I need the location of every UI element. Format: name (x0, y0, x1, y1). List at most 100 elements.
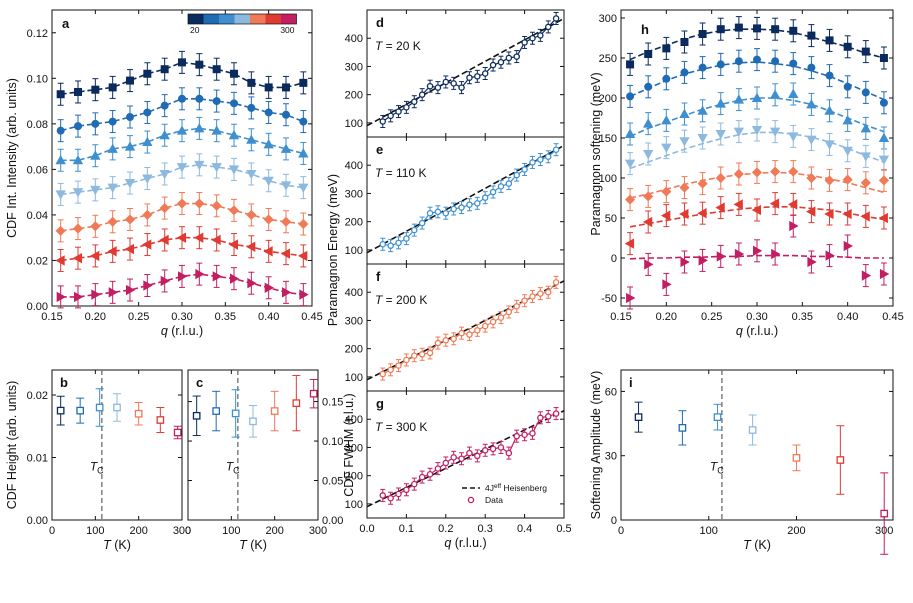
x-tick-label: 300 (309, 525, 327, 537)
data-point (661, 143, 672, 153)
data-point (124, 141, 136, 151)
data-point (771, 25, 780, 34)
tc-subscript: C (717, 466, 724, 476)
data-point (403, 356, 410, 364)
data-point (263, 176, 274, 187)
fit-line (60, 273, 304, 298)
data-point (697, 178, 708, 189)
data-point (716, 25, 725, 34)
y-tick-label: 100 (345, 118, 363, 130)
data-point (679, 182, 690, 193)
axes-frame (366, 390, 565, 519)
fit-line (60, 164, 304, 196)
data-point (753, 245, 763, 256)
data-point (715, 172, 726, 184)
colorbar-segment (250, 14, 266, 24)
panel-letter: h (641, 22, 649, 37)
data-point (55, 190, 66, 200)
data-point (264, 83, 273, 92)
panel-b: 0 100 200 300 0.00 0.01 0.02 T (K) CDF Height (a… (5, 369, 191, 552)
data-point (458, 329, 465, 337)
y-tick-label: 0 (611, 253, 617, 265)
data-point (107, 143, 118, 153)
data-point (55, 255, 65, 266)
data-point (715, 202, 725, 213)
data-point (442, 78, 450, 86)
y-tick-label: 300 (599, 13, 617, 25)
data-point (212, 407, 221, 415)
y-tick-label: 400 (345, 160, 363, 172)
data-point (662, 74, 671, 83)
panel-g: 0.0 0.1 0.2 0.3 0.4 0.5 q (r.l.u.) 100 200 300 400… (345, 390, 572, 550)
temperature-value: = 110 K (382, 166, 426, 180)
data-point (624, 238, 635, 249)
data-point (280, 216, 292, 227)
data-point (544, 288, 552, 296)
data-point (697, 133, 708, 144)
y-tick-label: 60 (605, 386, 617, 398)
data-point (489, 188, 497, 196)
data-point (450, 454, 457, 461)
x-tick-label: 300 (173, 525, 191, 537)
temperature-label: T = 200 K (375, 293, 427, 307)
data-point (626, 60, 635, 69)
data-point (474, 200, 481, 207)
data-point (299, 117, 308, 126)
data-point (55, 154, 66, 165)
fit-line (629, 61, 885, 101)
data-point (489, 318, 497, 326)
data-point (806, 99, 817, 109)
data-point (292, 399, 301, 408)
data-point (56, 291, 66, 303)
data-point (159, 169, 170, 180)
y-tick-label: 150 (599, 133, 617, 145)
x-axis-variable: q (161, 324, 168, 338)
data-point (142, 209, 153, 220)
data-point (418, 473, 426, 481)
data-point (264, 282, 274, 293)
fit-line (60, 202, 304, 232)
data-point (442, 209, 450, 217)
series-110K (624, 82, 890, 150)
colorbar-segment (219, 14, 235, 24)
legend-fit-name: 4J (485, 483, 494, 493)
x-tick-label: 0.4 (517, 523, 532, 535)
data-point (134, 409, 143, 418)
data-point (160, 275, 170, 287)
y-tick-label: 300 (345, 61, 363, 73)
panel-letter: d (376, 15, 384, 30)
x-axis-unit: (r.l.u.) (451, 536, 486, 550)
data-point (505, 449, 513, 457)
data-point (411, 226, 418, 234)
data-point (634, 413, 643, 421)
x-axis-title: T (K) (239, 538, 267, 552)
series-250K (624, 192, 888, 256)
y-tick-label: 0.04 (27, 210, 48, 222)
data-point (716, 60, 725, 69)
data-point (450, 335, 457, 343)
data-point (142, 239, 152, 250)
data-point (544, 153, 552, 161)
data-point (113, 403, 121, 412)
data-point (91, 289, 101, 300)
data-point (529, 430, 536, 437)
temperature-label: T = 300 K (375, 420, 427, 434)
data-point (625, 194, 636, 205)
data-point (418, 219, 426, 227)
data-point (176, 198, 188, 209)
data-point (661, 186, 672, 197)
data-point (842, 174, 853, 185)
data-point (247, 78, 256, 87)
data-point (143, 69, 152, 78)
data-point (395, 362, 402, 369)
data-point (713, 413, 722, 421)
colorbar-min-label: 20 (190, 25, 200, 35)
y-tick-label: 0.06 (27, 164, 48, 176)
data-point (644, 259, 654, 270)
data-point (246, 169, 257, 180)
data-point (212, 97, 221, 106)
data-point (107, 216, 118, 227)
data-point (298, 250, 308, 262)
data-point (751, 92, 763, 102)
tc-subscript: C (97, 466, 104, 476)
